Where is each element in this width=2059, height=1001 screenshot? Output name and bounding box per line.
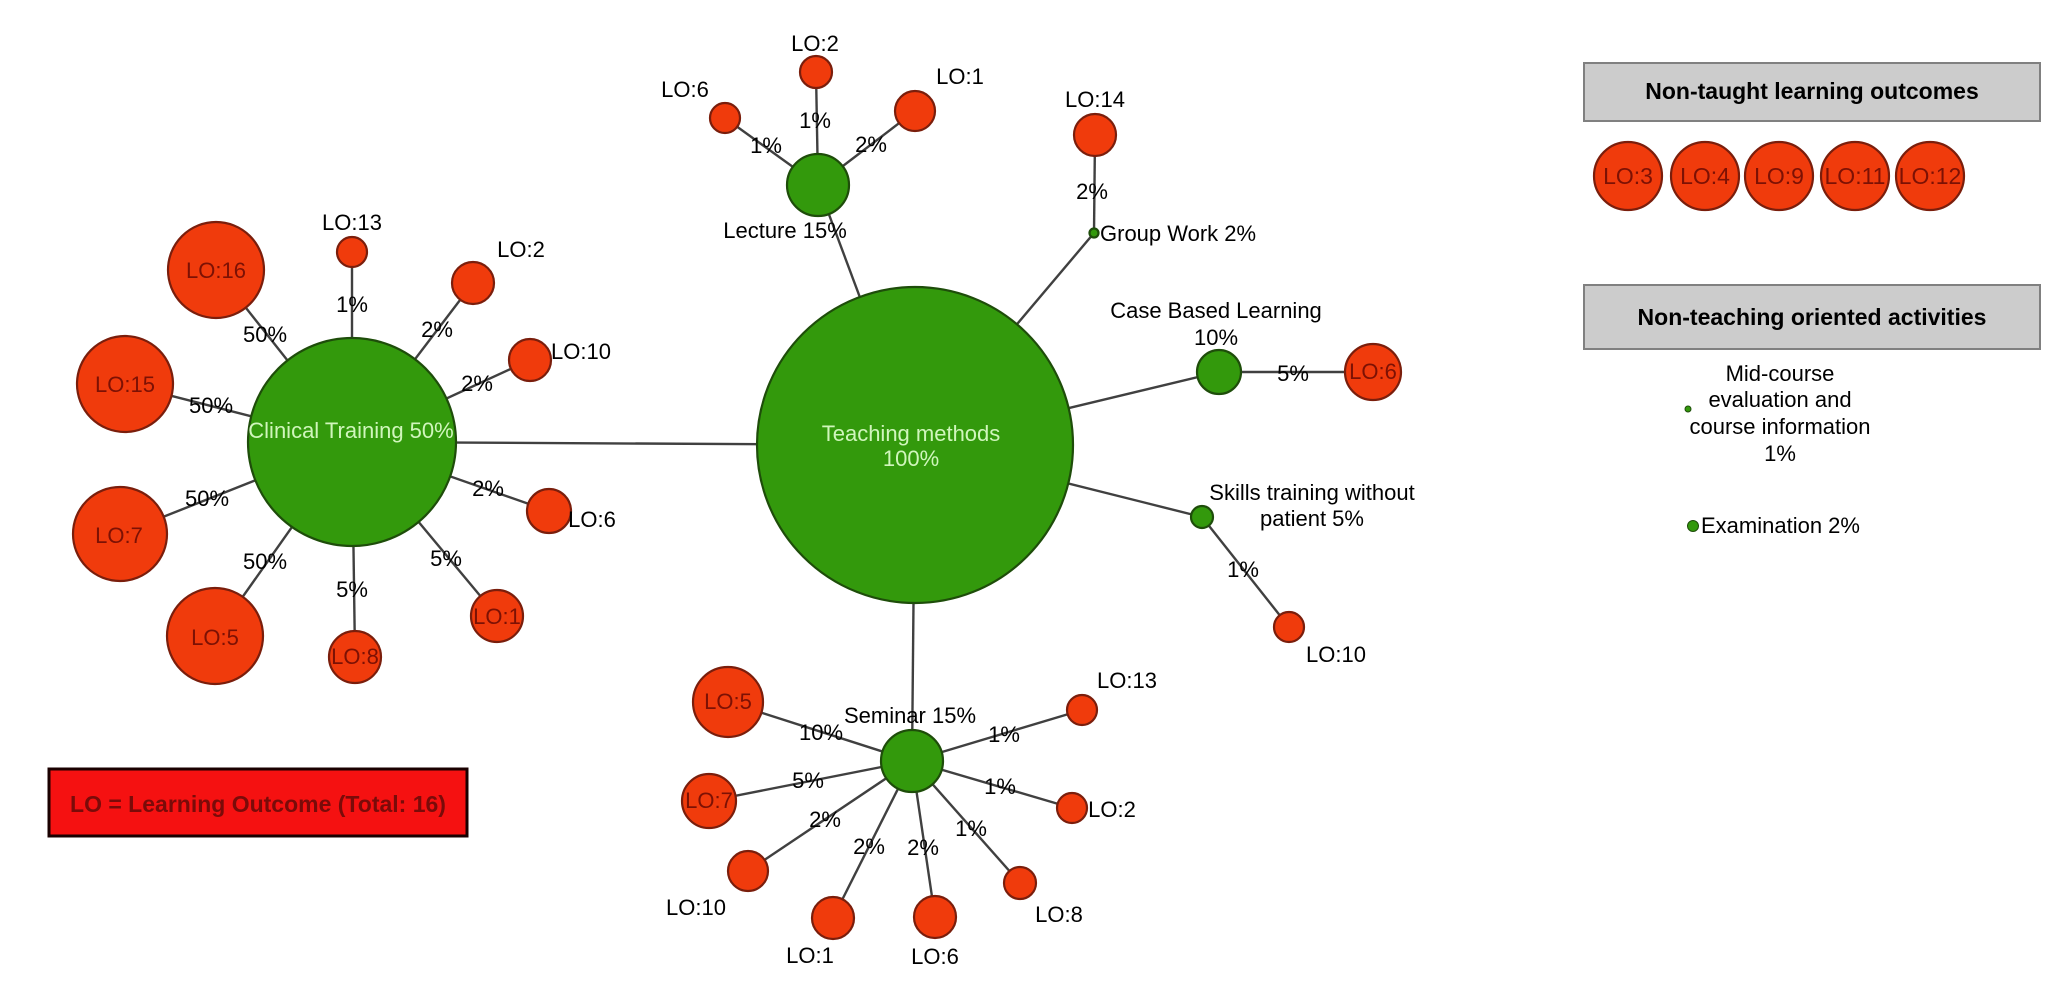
svg-text:Skills training without: Skills training without: [1209, 480, 1414, 505]
svg-text:Non-teaching oriented activiti: Non-teaching oriented activities: [1638, 304, 1987, 330]
svg-text:LO:6: LO:6: [661, 77, 709, 102]
svg-text:Lecture 15%: Lecture 15%: [723, 218, 847, 243]
svg-text:LO:12: LO:12: [1899, 163, 1962, 189]
svg-text:LO:3: LO:3: [1603, 163, 1653, 189]
svg-text:LO:13: LO:13: [322, 210, 382, 235]
svg-text:LO:2: LO:2: [791, 31, 839, 56]
svg-text:Teaching methods: Teaching methods: [822, 421, 1001, 446]
svg-text:LO:6: LO:6: [1349, 359, 1397, 384]
svg-text:LO:2: LO:2: [497, 237, 545, 262]
svg-text:10%: 10%: [1194, 325, 1238, 350]
svg-text:LO:5: LO:5: [191, 625, 239, 650]
svg-text:2%: 2%: [1076, 179, 1108, 204]
svg-text:1%: 1%: [984, 774, 1016, 799]
svg-text:patient 5%: patient 5%: [1260, 506, 1364, 531]
svg-text:LO:8: LO:8: [331, 644, 379, 669]
svg-text:1%: 1%: [955, 816, 987, 841]
svg-text:100%: 100%: [883, 446, 939, 471]
svg-text:LO:1: LO:1: [786, 943, 834, 968]
svg-text:1%: 1%: [1764, 441, 1796, 466]
svg-text:LO:14: LO:14: [1065, 87, 1125, 112]
svg-text:LO:5: LO:5: [704, 689, 752, 714]
svg-text:10%: 10%: [799, 720, 843, 745]
svg-text:LO:6: LO:6: [568, 507, 616, 532]
svg-text:5%: 5%: [792, 768, 824, 793]
svg-text:LO:13: LO:13: [1097, 668, 1157, 693]
svg-text:LO:4: LO:4: [1680, 163, 1730, 189]
svg-text:5%: 5%: [1277, 361, 1309, 386]
svg-text:2%: 2%: [421, 317, 453, 342]
svg-text:2%: 2%: [461, 371, 493, 396]
svg-text:1%: 1%: [799, 108, 831, 133]
svg-text:evaluation and: evaluation and: [1708, 387, 1851, 412]
svg-text:course information: course information: [1690, 414, 1871, 439]
svg-text:2%: 2%: [472, 476, 504, 501]
svg-text:LO:6: LO:6: [911, 944, 959, 969]
svg-text:LO:1: LO:1: [473, 604, 521, 629]
svg-text:Case Based Learning: Case Based Learning: [1110, 298, 1322, 323]
svg-text:1%: 1%: [988, 722, 1020, 747]
svg-text:2%: 2%: [855, 132, 887, 157]
svg-text:LO:7: LO:7: [685, 788, 733, 813]
svg-text:1%: 1%: [750, 133, 782, 158]
svg-text:Examination 2%: Examination 2%: [1701, 513, 1860, 538]
svg-text:1%: 1%: [336, 292, 368, 317]
svg-text:2%: 2%: [853, 834, 885, 859]
svg-text:LO:10: LO:10: [666, 895, 726, 920]
svg-text:LO:15: LO:15: [95, 372, 155, 397]
svg-text:Non-taught learning outcomes: Non-taught learning outcomes: [1645, 78, 1979, 104]
svg-text:LO:10: LO:10: [551, 339, 611, 364]
svg-text:2%: 2%: [809, 807, 841, 832]
svg-text:50%: 50%: [189, 393, 233, 418]
svg-text:LO:2: LO:2: [1088, 797, 1136, 822]
svg-text:LO:11: LO:11: [1825, 163, 1886, 189]
svg-text:50%: 50%: [243, 549, 287, 574]
svg-text:50%: 50%: [243, 322, 287, 347]
svg-text:1%: 1%: [1227, 557, 1259, 582]
svg-text:LO:8: LO:8: [1035, 902, 1083, 927]
svg-text:5%: 5%: [430, 546, 462, 571]
svg-text:Clinical Training 50%: Clinical Training 50%: [248, 418, 453, 443]
svg-text:LO:10: LO:10: [1306, 642, 1366, 667]
svg-text:Group Work 2%: Group Work 2%: [1100, 221, 1256, 246]
svg-text:LO:16: LO:16: [186, 258, 246, 283]
svg-text:5%: 5%: [336, 577, 368, 602]
svg-text:2%: 2%: [907, 835, 939, 860]
svg-text:LO:1: LO:1: [936, 64, 984, 89]
svg-text:Seminar 15%: Seminar 15%: [844, 703, 976, 728]
svg-text:LO:7: LO:7: [95, 523, 143, 548]
svg-text:LO = Learning Outcome (Total:: LO = Learning Outcome (Total: 16): [70, 791, 446, 817]
svg-text:LO:9: LO:9: [1754, 163, 1804, 189]
svg-text:Mid-course: Mid-course: [1726, 361, 1835, 386]
svg-text:50%: 50%: [185, 486, 229, 511]
